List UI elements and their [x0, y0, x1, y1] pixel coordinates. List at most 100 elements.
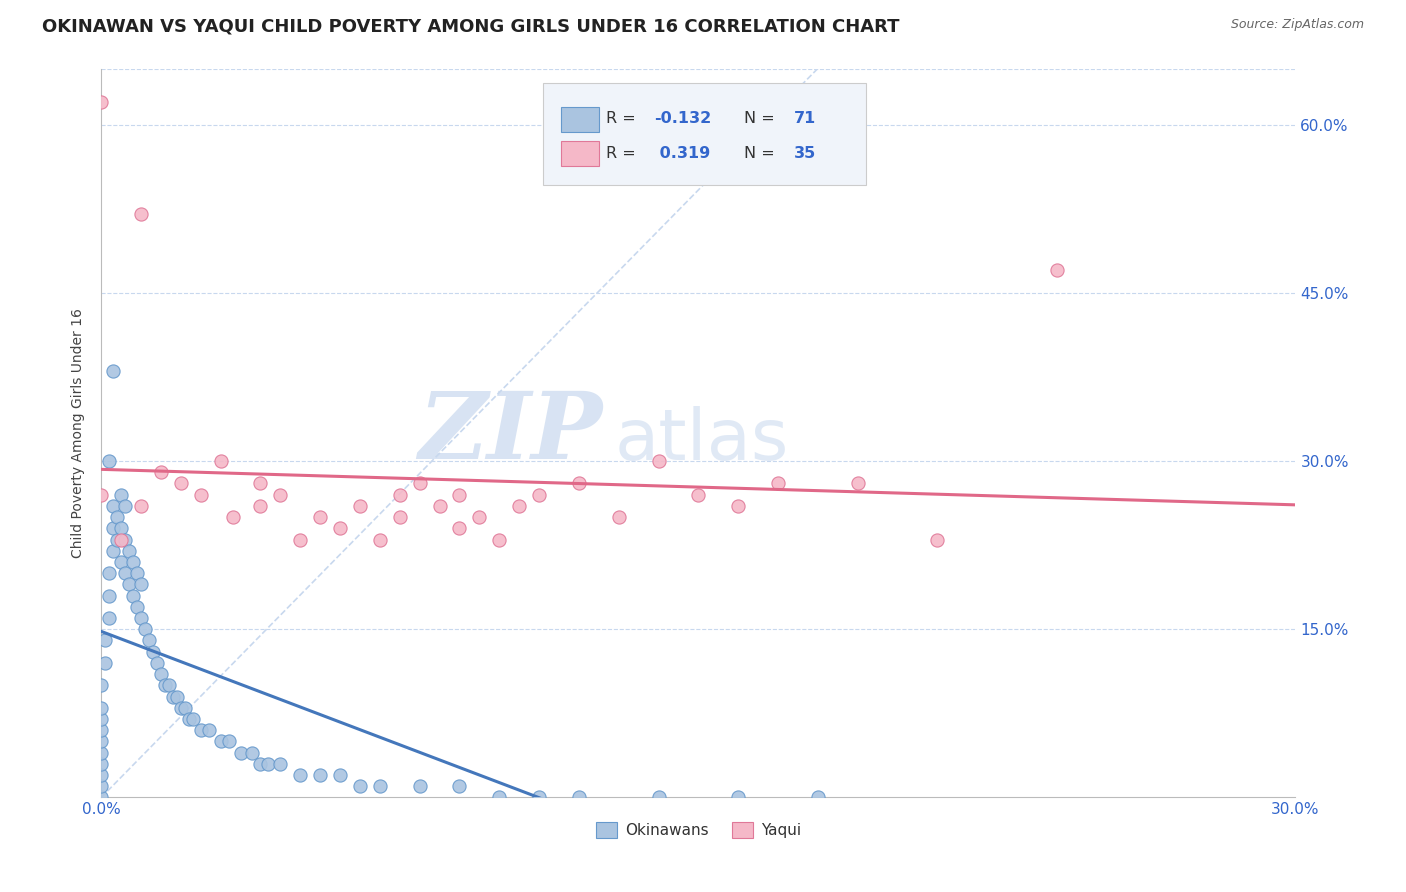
Point — [688, 488, 710, 502]
Point — [269, 488, 291, 502]
Point — [568, 790, 591, 805]
Point — [488, 790, 510, 805]
Point — [329, 768, 352, 782]
Point — [309, 768, 332, 782]
Text: -0.132: -0.132 — [654, 112, 711, 127]
Point — [98, 566, 121, 581]
Point — [101, 499, 124, 513]
Point — [368, 533, 391, 547]
Point — [90, 95, 112, 110]
FancyBboxPatch shape — [561, 142, 599, 166]
Y-axis label: Child Poverty Among Girls Under 16: Child Poverty Among Girls Under 16 — [72, 308, 86, 558]
Point — [90, 734, 112, 748]
Point — [197, 723, 219, 738]
Point — [309, 510, 332, 524]
Point — [249, 476, 271, 491]
Point — [527, 790, 550, 805]
Legend: Okinawans, Yaqui: Okinawans, Yaqui — [591, 816, 807, 845]
Text: OKINAWAN VS YAQUI CHILD POVERTY AMONG GIRLS UNDER 16 CORRELATION CHART: OKINAWAN VS YAQUI CHILD POVERTY AMONG GI… — [42, 18, 900, 36]
Point — [927, 533, 949, 547]
Point — [94, 633, 117, 648]
Point — [138, 633, 160, 648]
Point — [249, 499, 271, 513]
Point — [90, 779, 112, 793]
Point — [118, 577, 141, 591]
Point — [90, 756, 112, 771]
Point — [388, 510, 411, 524]
Point — [488, 533, 510, 547]
Point — [173, 700, 195, 714]
Point — [101, 521, 124, 535]
Point — [98, 589, 121, 603]
Text: N =: N = — [744, 112, 779, 127]
Point — [349, 499, 371, 513]
Text: 35: 35 — [794, 145, 815, 161]
Point — [177, 712, 200, 726]
Point — [110, 488, 132, 502]
Point — [129, 499, 152, 513]
Point — [329, 521, 352, 535]
Point — [90, 790, 112, 805]
Point — [129, 611, 152, 625]
Point — [101, 543, 124, 558]
Point — [98, 611, 121, 625]
Point — [727, 499, 749, 513]
Point — [90, 768, 112, 782]
Point — [90, 678, 112, 692]
Point — [449, 779, 471, 793]
Point — [727, 790, 749, 805]
Point — [508, 499, 530, 513]
Point — [90, 746, 112, 760]
Text: 71: 71 — [794, 112, 815, 127]
Point — [134, 622, 156, 636]
Point — [766, 476, 789, 491]
Point — [449, 488, 471, 502]
Point — [221, 510, 243, 524]
Point — [114, 499, 136, 513]
Point — [129, 577, 152, 591]
Point — [110, 533, 132, 547]
Point — [229, 746, 252, 760]
Point — [209, 454, 232, 468]
Text: R =: R = — [606, 112, 641, 127]
Point — [647, 454, 669, 468]
Point — [94, 656, 117, 670]
Point — [408, 476, 430, 491]
Point — [166, 690, 188, 704]
FancyBboxPatch shape — [543, 83, 866, 186]
Point — [242, 746, 264, 760]
Point — [190, 723, 212, 738]
Point — [269, 756, 291, 771]
FancyBboxPatch shape — [561, 107, 599, 132]
Text: R =: R = — [606, 145, 641, 161]
Text: Source: ZipAtlas.com: Source: ZipAtlas.com — [1230, 18, 1364, 31]
Point — [146, 656, 169, 670]
Point — [114, 566, 136, 581]
Point — [218, 734, 240, 748]
Point — [607, 510, 630, 524]
Text: atlas: atlas — [614, 406, 789, 475]
Point — [101, 364, 124, 378]
Point — [110, 555, 132, 569]
Point — [368, 779, 391, 793]
Point — [149, 667, 172, 681]
Point — [162, 690, 184, 704]
Point — [429, 499, 451, 513]
Text: ZIP: ZIP — [419, 388, 603, 478]
Point — [105, 510, 128, 524]
Point — [157, 678, 180, 692]
Point — [170, 700, 193, 714]
Point — [153, 678, 176, 692]
Point — [1046, 263, 1069, 277]
Point — [125, 566, 148, 581]
Point — [807, 790, 830, 805]
Point — [290, 533, 312, 547]
Point — [122, 555, 145, 569]
Point — [527, 488, 550, 502]
Point — [129, 207, 152, 221]
Point — [125, 599, 148, 614]
Point — [388, 488, 411, 502]
Point — [142, 645, 165, 659]
Point — [170, 476, 193, 491]
Point — [90, 488, 112, 502]
